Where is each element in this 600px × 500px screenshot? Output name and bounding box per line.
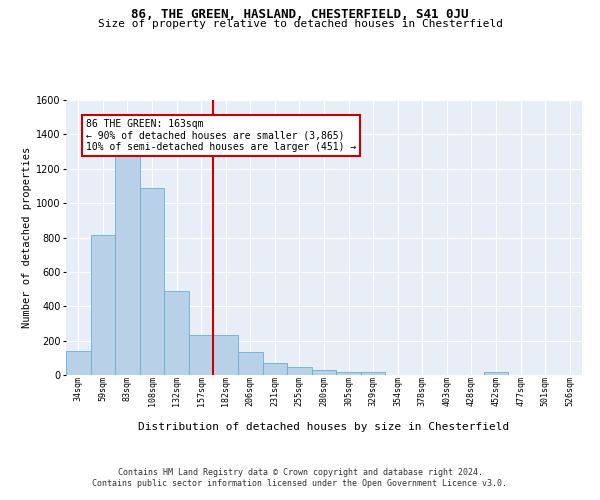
Bar — [214, 334, 238, 375]
Bar — [361, 372, 385, 375]
Bar — [336, 372, 361, 375]
Bar — [312, 370, 336, 375]
Text: Distribution of detached houses by size in Chesterfield: Distribution of detached houses by size … — [139, 422, 509, 432]
Bar — [189, 334, 214, 375]
Text: Size of property relative to detached houses in Chesterfield: Size of property relative to detached ho… — [97, 19, 503, 29]
Bar — [91, 235, 115, 375]
Text: 86, THE GREEN, HASLAND, CHESTERFIELD, S41 0JU: 86, THE GREEN, HASLAND, CHESTERFIELD, S4… — [131, 8, 469, 20]
Text: 86 THE GREEN: 163sqm
← 90% of detached houses are smaller (3,865)
10% of semi-de: 86 THE GREEN: 163sqm ← 90% of detached h… — [86, 119, 356, 152]
Bar — [238, 352, 263, 375]
Bar — [263, 363, 287, 375]
Bar — [287, 367, 312, 375]
Y-axis label: Number of detached properties: Number of detached properties — [22, 147, 32, 328]
Text: Contains HM Land Registry data © Crown copyright and database right 2024.
Contai: Contains HM Land Registry data © Crown c… — [92, 468, 508, 487]
Bar — [140, 188, 164, 375]
Bar — [115, 154, 140, 375]
Bar — [66, 351, 91, 375]
Bar — [164, 291, 189, 375]
Bar — [484, 372, 508, 375]
